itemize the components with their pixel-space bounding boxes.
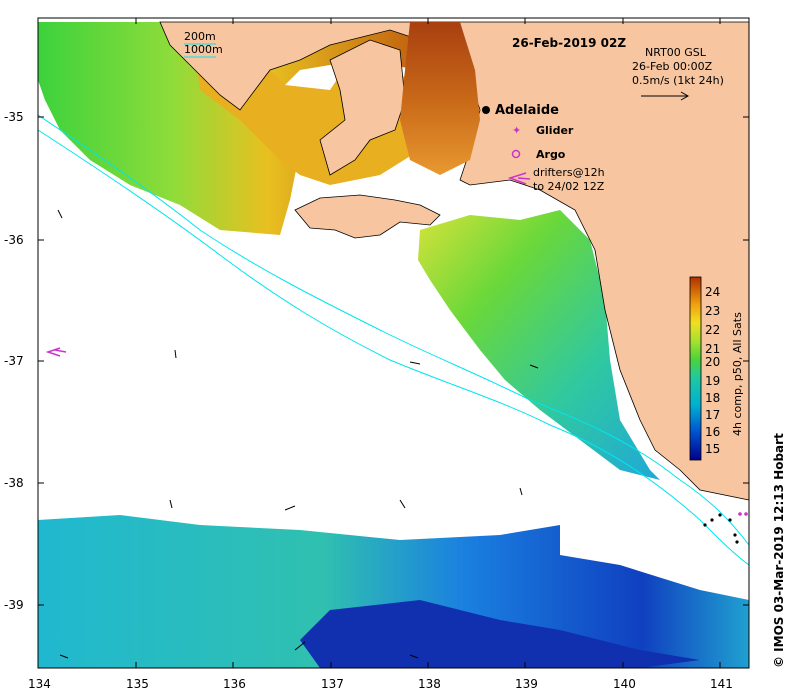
colorbar-tick: 20 — [705, 355, 720, 369]
contour-200m — [37, 114, 750, 546]
axes-frame — [37, 17, 750, 669]
land-yorke-peninsula — [319, 39, 406, 176]
x-tick-label: 140 — [613, 677, 636, 691]
glider-legend-icon: ✦ — [512, 124, 521, 137]
colorbar-tick: 24 — [705, 285, 720, 299]
sst-south-band — [38, 515, 749, 668]
x-tick-label: 139 — [515, 677, 538, 691]
drifter-track-west — [45, 347, 67, 357]
glider-markers — [703, 513, 739, 544]
y-tick-label: -36 — [4, 233, 24, 247]
argo-legend-icon — [511, 149, 521, 159]
colorbar-tick: 16 — [705, 425, 720, 439]
info-source: NRT00 GSL — [645, 46, 707, 59]
glider-legend-label: Glider — [536, 124, 574, 137]
x-tick-label: 141 — [710, 677, 733, 691]
colorbar-tick: 19 — [705, 374, 720, 388]
sst-south-deep — [300, 600, 700, 668]
x-tick-label: 136 — [223, 677, 246, 691]
scale-arrow-icon — [641, 91, 690, 101]
contour-legend-1000m: 1000m — [184, 43, 223, 56]
info-time: 26-Feb 00:00Z — [632, 60, 713, 73]
land-kangaroo-island — [294, 194, 441, 239]
y-tick-label: -35 — [4, 110, 24, 124]
city-marker-icon — [482, 106, 490, 114]
y-axis — [38, 116, 749, 606]
magenta-markers — [738, 512, 748, 516]
colorbar-tick: 22 — [705, 323, 720, 337]
colorbar-tick: 17 — [705, 408, 720, 422]
contour-legend: 200m 1000m — [184, 30, 223, 58]
sst-warm-interior — [400, 22, 480, 175]
drifter-legend-line2: to 24/02 12Z — [533, 180, 605, 193]
x-tick-label: 134 — [28, 677, 51, 691]
argo-legend-label: Argo — [536, 148, 566, 161]
colorbar — [689, 276, 702, 461]
colorbar-label: 4h comp, p50, All Sats — [731, 312, 744, 436]
x-axis — [37, 18, 721, 668]
colorbar-ticks: 24 23 22 21 20 19 18 17 16 15 — [705, 285, 720, 456]
colorbar-tick: 15 — [705, 442, 720, 456]
x-tick-label: 135 — [126, 677, 149, 691]
colorbar-tick: 21 — [705, 342, 720, 356]
sst-plume — [418, 210, 660, 480]
y-tick-label: -38 — [4, 476, 24, 490]
x-tick-label: 138 — [418, 677, 441, 691]
contour-1000m — [37, 129, 750, 566]
colorbar-tick: 23 — [705, 304, 720, 318]
colorbar-tick: 18 — [705, 391, 720, 405]
contour-legend-200m: 200m — [184, 30, 216, 43]
credit-label: © IMOS 03-Mar-2019 12:13 Hobart — [772, 433, 786, 668]
y-tick-label: -39 — [4, 598, 24, 612]
city-label: Adelaide — [495, 103, 559, 118]
y-tick-label: -37 — [4, 354, 24, 368]
current-vectors — [57, 209, 539, 659]
x-tick-label: 137 — [321, 677, 344, 691]
drifter-legend-line1: drifters@12h — [533, 166, 605, 179]
info-scale: 0.5m/s (1kt 24h) — [632, 74, 724, 87]
drifter-legend-icon — [507, 172, 531, 185]
sst-north-band — [38, 22, 420, 235]
map-title: 26-Feb-2019 02Z — [512, 36, 626, 50]
